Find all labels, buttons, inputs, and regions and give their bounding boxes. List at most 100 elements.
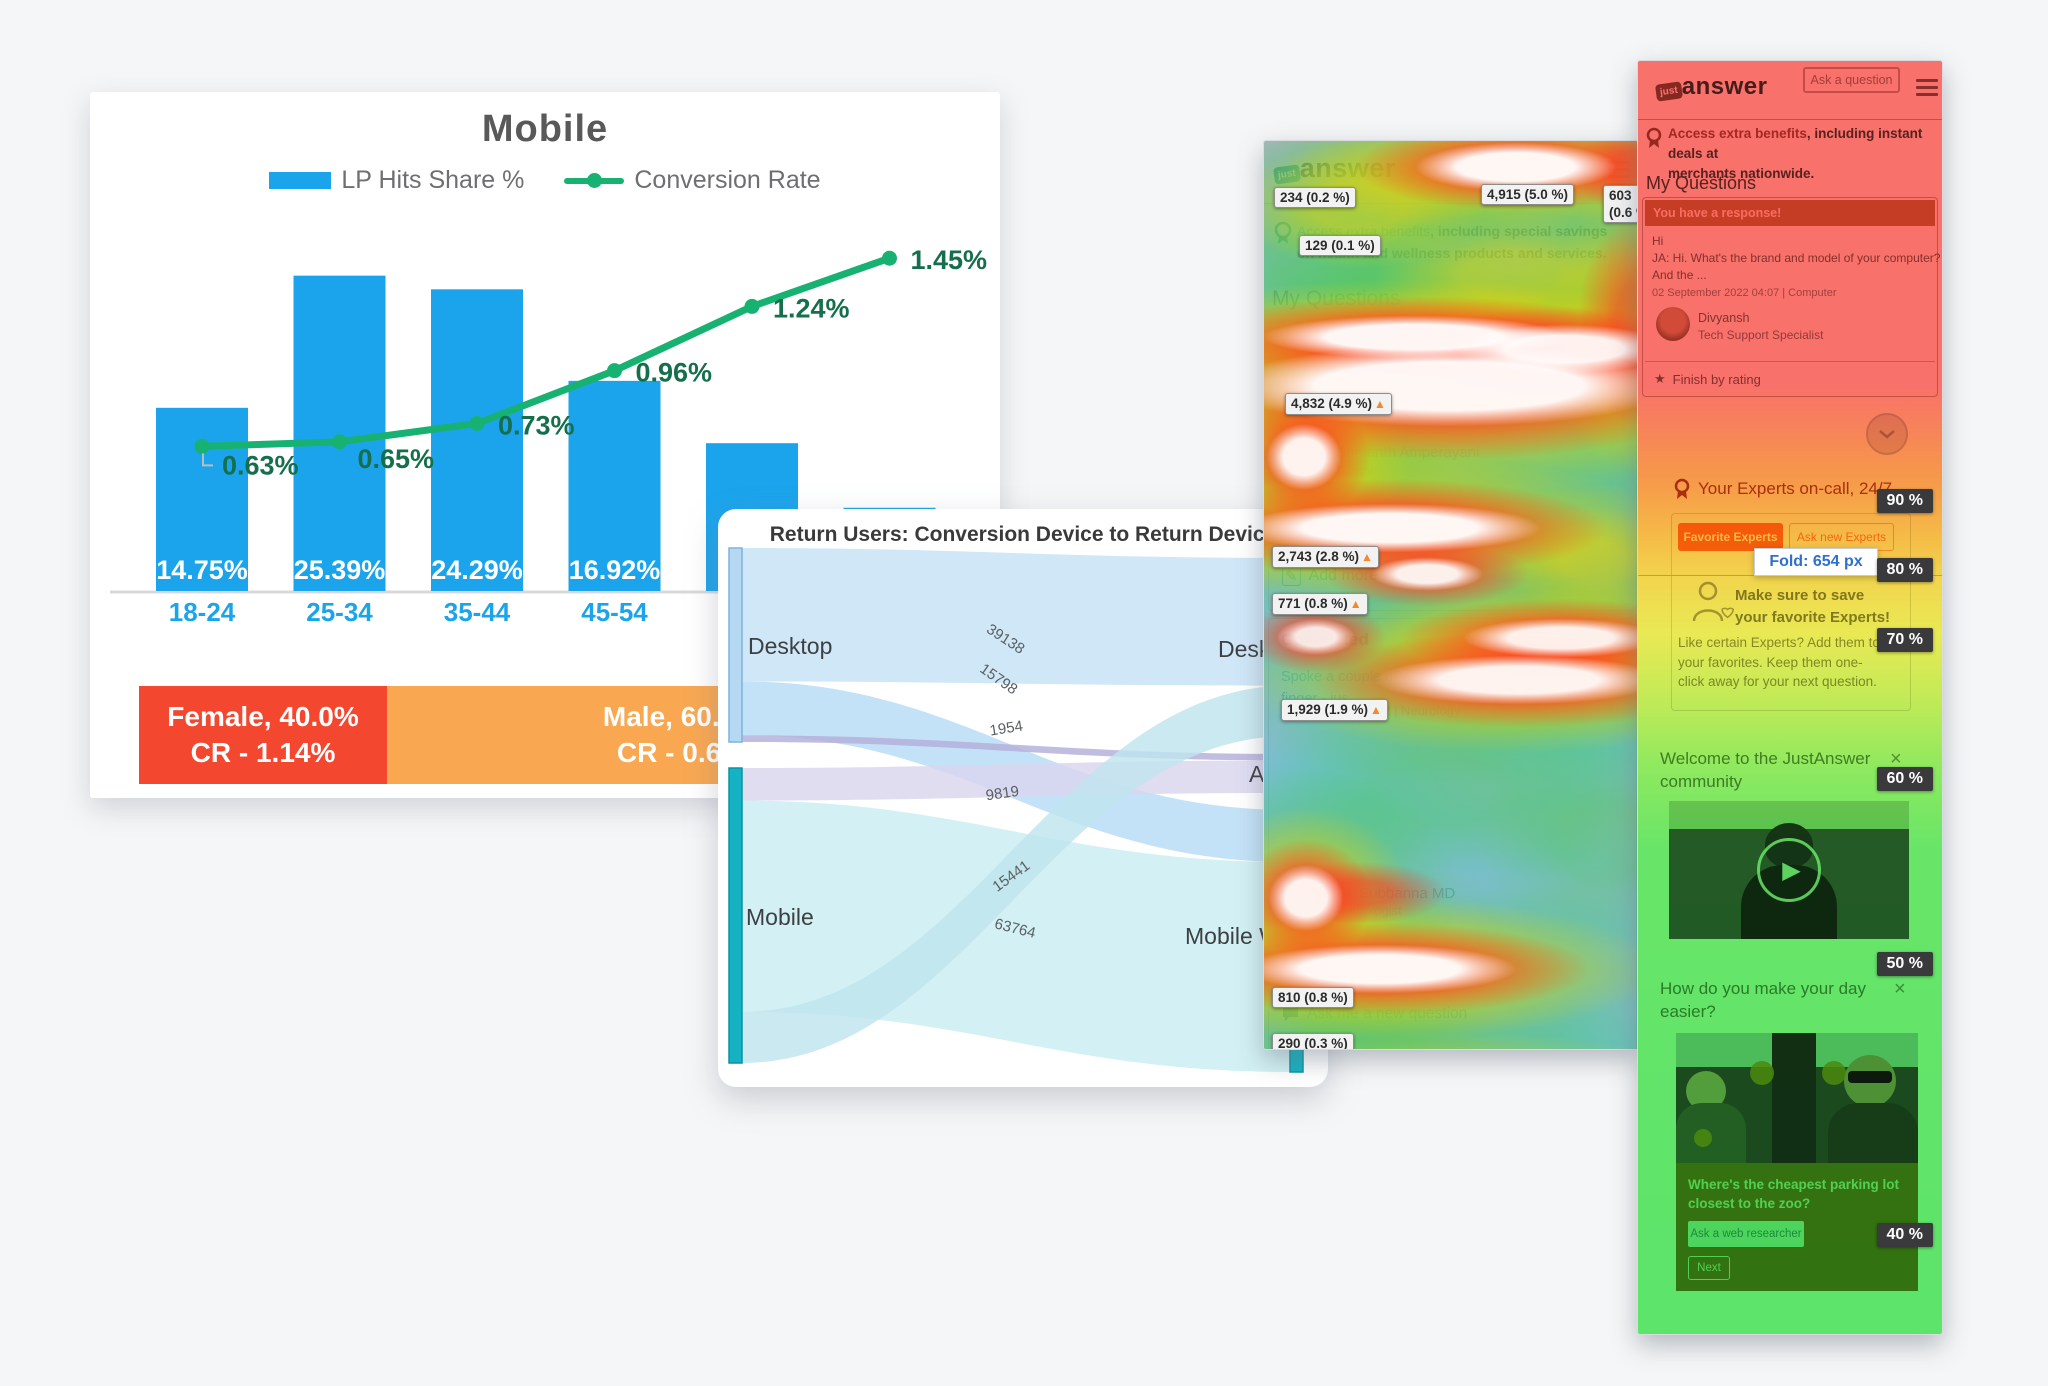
scroll-depth-badge: 40 % (1876, 1223, 1933, 1247)
ask-question-button[interactable]: Ask a question (1803, 67, 1900, 93)
heat-dot (1694, 1129, 1712, 1147)
scroll-depth-badge: 60 % (1876, 767, 1933, 791)
expert-name: Dr. Subbanna MD (1336, 885, 1456, 902)
car-seat (1772, 1033, 1816, 1163)
star-rating[interactable]: ★ ★ ★ ★ ★ (1540, 631, 1624, 648)
female-cr-label: CR - 1.14% (190, 737, 336, 768)
avatar (1656, 307, 1690, 341)
promo-heading: How do you make your day easier? (1660, 979, 1866, 1021)
section-title: My Questions (1646, 173, 1757, 193)
promo-question: Where's the cheapest parking lot closest … (1688, 1177, 1900, 1211)
sankey-node-label-desktop: Desktop (748, 633, 833, 659)
female-share-label: Female, 40.0% (167, 701, 359, 732)
svg-text:25-34: 25-34 (306, 597, 373, 627)
fold-tooltip: Fold: 654 px (1754, 548, 1878, 576)
svg-text:25.39%: 25.39% (294, 555, 386, 585)
medal-icon (1674, 478, 1690, 499)
svg-text:1.24%: 1.24% (773, 293, 850, 323)
close-icon[interactable]: × (1890, 748, 1902, 770)
divider (1638, 119, 1942, 120)
next-button[interactable]: Next (1688, 1256, 1730, 1280)
star-icon: ★ (1654, 371, 1666, 386)
ask-new-experts-tab[interactable]: Ask new Experts (1789, 523, 1894, 551)
sunglasses (1848, 1071, 1892, 1083)
favorite-experts-tab[interactable]: Favorite Experts (1678, 523, 1783, 551)
scroll-depth-badge: 70 % (1876, 628, 1933, 652)
add-more-button[interactable]: ✎ Add more (1282, 566, 1378, 586)
app-screenshot: just answer Ask a question Access extra b… (1638, 61, 1942, 1334)
rated-label: You rated (1468, 632, 1532, 649)
medal-icon (1646, 127, 1662, 148)
play-button[interactable]: ▶ (1757, 838, 1821, 902)
welcome-heading: Welcome to the JustAnswer community (1660, 749, 1871, 791)
just-logo-icon: just (1272, 164, 1301, 185)
svg-text:9819: 9819 (985, 783, 1020, 804)
question-meta: 02 September 2022 04:07 | Computer (1652, 287, 1837, 299)
avatar (1284, 879, 1326, 921)
scroll-depth-badge: 90 % (1876, 489, 1933, 513)
scroll-depth-badge: 50 % (1876, 952, 1933, 976)
female-segment: Female, 40.0% CR - 1.14% (139, 686, 387, 784)
driver-body (1828, 1103, 1918, 1163)
scroll-down-button[interactable] (1866, 413, 1908, 455)
logo-text: answer (1299, 153, 1396, 183)
svg-text:24.29%: 24.29% (431, 555, 523, 585)
scroll-heatmap-card: just answer Ask a question Access extra b… (1637, 60, 1943, 1335)
expert-name: Sumanth Amperayani (1336, 444, 1480, 461)
chat-icon (1283, 1007, 1298, 1021)
legend-label: Conversion Rate (634, 166, 821, 194)
video-thumbnail[interactable]: ▶ (1669, 801, 1909, 939)
expert-role: Doctor (1336, 463, 1375, 478)
justanswer-logo: just answer (1654, 73, 1768, 102)
question-status: Completed (1281, 630, 1369, 649)
svg-text:0.73%: 0.73% (498, 410, 575, 440)
medal-icon (1274, 221, 1292, 244)
menu-icon[interactable] (1608, 157, 1630, 182)
warning-triangle-icon: ▲ (1349, 597, 1362, 611)
heat-dot (1822, 1061, 1846, 1085)
add-to-favorites-button[interactable]: ♥ Add to Favorites (1281, 959, 1415, 976)
svg-text:45-54: 45-54 (581, 597, 648, 627)
bar-line-chart: 14.75% 18-24 25.39% 25-34 24.29% 35-44 16.92% 4… (110, 245, 988, 627)
favorite-expert-button[interactable]: ♥ Favorite Expert (1277, 511, 1499, 542)
sankey-title: Return Users: Conversion Device to Retur… (769, 523, 1277, 546)
finish-by-rating-button[interactable]: ★ Finish by rating (1654, 371, 1761, 387)
svg-text:0.96%: 0.96% (636, 358, 713, 388)
click-count-badge: 2,743 (2.8 %) ▲ (1272, 546, 1379, 568)
click-count-badge: 129 (0.1 %) (1299, 235, 1381, 256)
avatar (1282, 438, 1324, 480)
menu-icon[interactable] (1916, 75, 1938, 100)
justanswer-logo: just answer (1272, 153, 1396, 185)
warning-triangle-icon: ▲ (1374, 397, 1386, 411)
click-count-badge: 290 (0.3 %) (1272, 1033, 1354, 1049)
ask-question-button[interactable]: Ask a question (1479, 151, 1592, 180)
heat-dot (1750, 1061, 1774, 1085)
question-text[interactable]: Hi JA: Hi. What's the brand and model of… (1652, 234, 1941, 282)
question-status: Waiting for a response (1280, 329, 1463, 348)
svg-text:0.65%: 0.65% (358, 444, 435, 474)
logo-text: answer (1681, 73, 1768, 100)
ask-web-researcher-button[interactable]: Ask a web researcher (1688, 1221, 1804, 1247)
close-icon[interactable]: × (1894, 978, 1906, 1000)
response-banner: You have a response! (1645, 200, 1935, 226)
benefits-link[interactable]: Access extra benefits (1668, 126, 1807, 141)
expert-role: Neurologist (1336, 903, 1402, 918)
svg-text:18-24: 18-24 (169, 597, 236, 627)
svg-text:16.92%: 16.92% (569, 555, 661, 585)
click-count-badge: 1,929 (1.9 %) ▲ (1281, 699, 1388, 721)
warning-triangle-icon: ▲ (1370, 703, 1382, 717)
click-heatmap-card: just answer Ask a question Access extra b… (1263, 140, 1640, 1050)
svg-text:35-44: 35-44 (444, 597, 511, 627)
question-meta: 42 | Neurology (1376, 703, 1461, 718)
svg-text:1.45%: 1.45% (911, 245, 988, 275)
legend-label: LP Hits Share % (341, 166, 525, 194)
person-heart-icon (1692, 581, 1734, 622)
heart-icon: ♥ (1290, 517, 1300, 535)
legend-item-line: Conversion Rate (564, 166, 821, 195)
bar-swatch-icon (269, 172, 332, 189)
click-count-badge: 234 (0.2 %) (1274, 187, 1356, 208)
just-logo-icon: just (1654, 81, 1683, 102)
chevron-down-icon (1879, 430, 1895, 439)
chart-title: Mobile (481, 108, 609, 150)
